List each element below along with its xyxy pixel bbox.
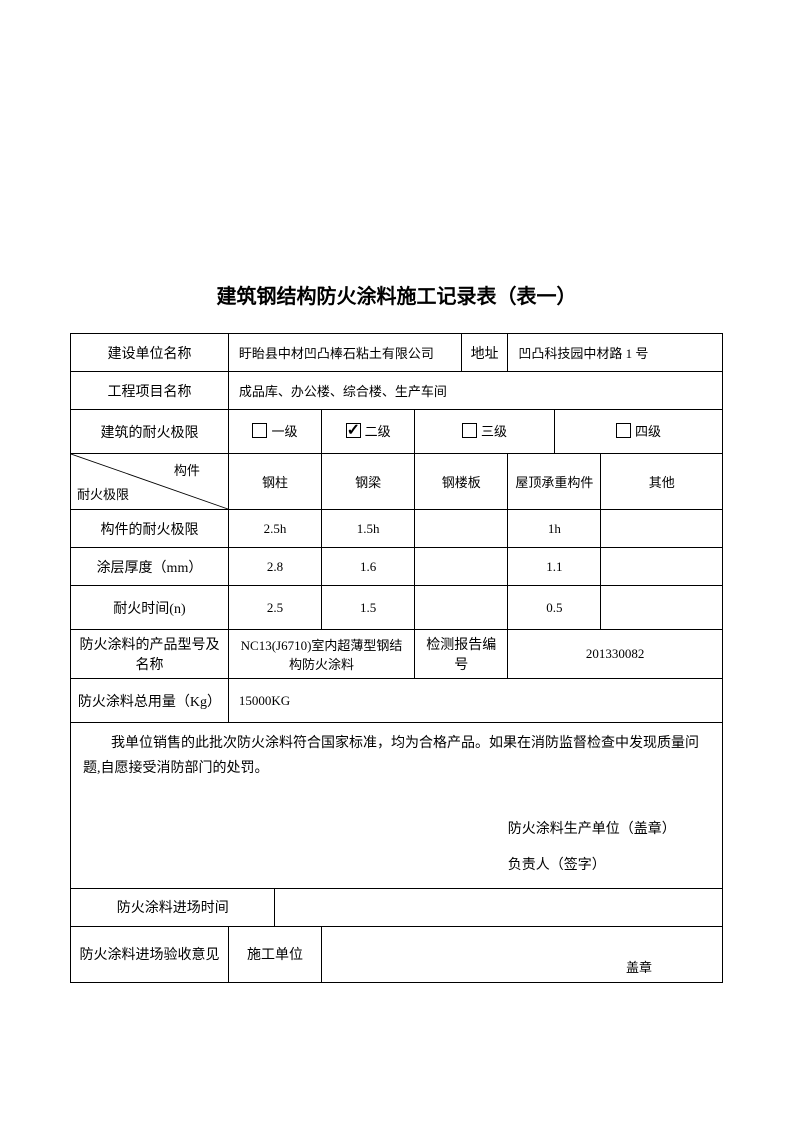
diag-top: 构件 <box>174 460 200 479</box>
cell <box>601 510 723 548</box>
cell: 1.1 <box>508 548 601 586</box>
cell: 2.5h <box>228 510 321 548</box>
product-model: NC13(J6710)室内超薄型钢结构防火涂料 <box>228 630 414 679</box>
total-usage-label: 防火涂料总用量（Kg） <box>71 679 229 723</box>
cell: 1.6 <box>322 548 415 586</box>
fire-rating-opt-3: 三级 <box>415 410 555 454</box>
cell: 1h <box>508 510 601 548</box>
col-header: 其他 <box>601 454 723 510</box>
address: 凹凸科技园中材路 1 号 <box>508 334 723 372</box>
form-table: 建设单位名称 盱眙县中材凹凸棒石粘土有限公司 地址 凹凸科技园中材路 1 号 工… <box>70 333 723 983</box>
statement-text: 我单位销售的此批次防火涂料符合国家标准，均为合格产品。如果在消防监督检查中发现质… <box>71 723 722 789</box>
signature-line-2: 负责人（签字） <box>71 853 722 888</box>
col-header: 钢柱 <box>228 454 321 510</box>
fire-rating-label: 建筑的耐火极限 <box>71 410 229 454</box>
r1-label: 构件的耐火极限 <box>71 510 229 548</box>
cell: 0.5 <box>508 586 601 630</box>
diag-bottom: 耐火极限 <box>77 484 129 503</box>
project-label: 工程项目名称 <box>71 372 229 410</box>
report-no-label: 检测报告编号 <box>415 630 508 679</box>
arrival-time <box>275 888 723 926</box>
page: 建筑钢结构防火涂料施工记录表（表一） 建设单位名称 盱眙县中材凹凸棒石粘土有限公… <box>0 0 793 1043</box>
fire-rating-opt-4: 四级 <box>554 410 722 454</box>
signature-line-1: 防火涂料生产单位（盖章） <box>71 811 722 852</box>
statement-block: 我单位销售的此批次防火涂料符合国家标准，均为合格产品。如果在消防监督检查中发现质… <box>71 723 723 889</box>
diagonal-header: 构件 耐火极限 <box>71 454 229 510</box>
col-header: 钢梁 <box>322 454 415 510</box>
stamp-label: 盖章 <box>626 957 652 976</box>
fire-rating-opt-2: 二级 <box>322 410 415 454</box>
r3-label: 耐火时间(n) <box>71 586 229 630</box>
cell: 1.5h <box>322 510 415 548</box>
arrival-opinion-label: 防火涂料进场验收意见 <box>71 926 229 982</box>
cell: 2.8 <box>228 548 321 586</box>
stamp-cell: 盖章 <box>322 926 723 982</box>
arrival-time-label: 防火涂料进场时间 <box>71 888 275 926</box>
address-label: 地址 <box>461 334 508 372</box>
fire-rating-opt-1: 一级 <box>228 410 321 454</box>
cell: 1.5 <box>322 586 415 630</box>
construction-unit-label: 施工单位 <box>228 926 321 982</box>
project-name: 成品库、办公楼、综合楼、生产车间 <box>228 372 722 410</box>
page-title: 建筑钢结构防火涂料施工记录表（表一） <box>70 280 723 309</box>
report-no: 201330082 <box>508 630 723 679</box>
cell <box>601 586 723 630</box>
total-usage: 15000KG <box>228 679 722 723</box>
cell: 2.5 <box>228 586 321 630</box>
col-header: 钢楼板 <box>415 454 508 510</box>
unit-name: 盱眙县中材凹凸棒石粘土有限公司 <box>228 334 461 372</box>
cell <box>415 510 508 548</box>
cell <box>601 548 723 586</box>
product-model-label: 防火涂料的产品型号及名称 <box>71 630 229 679</box>
r2-label: 涂层厚度（mm） <box>71 548 229 586</box>
col-header: 屋顶承重构件 <box>508 454 601 510</box>
cell <box>415 548 508 586</box>
cell <box>415 586 508 630</box>
unit-name-label: 建设单位名称 <box>71 334 229 372</box>
